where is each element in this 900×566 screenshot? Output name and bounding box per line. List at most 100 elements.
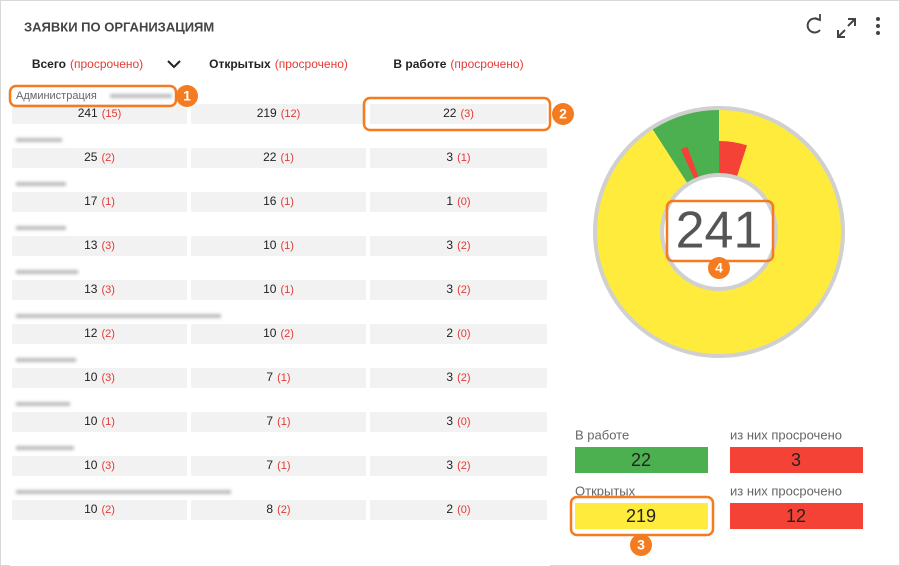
cell: 3 (2) bbox=[446, 458, 470, 472]
column-name: В работе bbox=[393, 57, 446, 71]
column-header: Открытых (просрочено) bbox=[209, 57, 348, 71]
menu-icon[interactable] bbox=[876, 17, 880, 35]
cell-overdue: (1) bbox=[280, 240, 293, 252]
cell-value: 3 bbox=[446, 150, 453, 164]
cell-overdue: (3) bbox=[101, 460, 114, 472]
callout-number: 3 bbox=[637, 537, 645, 553]
cell-value: 2 bbox=[446, 502, 453, 516]
work-sector bbox=[652, 110, 719, 185]
cell-background bbox=[191, 412, 366, 432]
cell-value: 219 bbox=[257, 106, 277, 120]
cell-value: 25 bbox=[84, 150, 98, 164]
cell-overdue: (2) bbox=[277, 504, 290, 516]
cell-background bbox=[370, 324, 547, 344]
cell: 3 (0) bbox=[446, 414, 470, 428]
cell-value: 3 bbox=[446, 458, 453, 472]
table-fade bbox=[10, 540, 550, 566]
cell-background bbox=[191, 148, 366, 168]
cell-background bbox=[370, 104, 547, 124]
blurred-label bbox=[16, 358, 76, 362]
cell: 10 (1) bbox=[263, 238, 294, 252]
stat-box bbox=[575, 447, 708, 473]
cell-overdue: (12) bbox=[281, 108, 301, 120]
cell-background bbox=[191, 104, 366, 124]
callout-badge bbox=[176, 85, 198, 107]
cell-value: 10 bbox=[263, 282, 277, 296]
cell-value: 22 bbox=[263, 150, 277, 164]
column-note: (просрочено) bbox=[70, 57, 143, 71]
blurred-label bbox=[16, 182, 66, 186]
cell-background bbox=[12, 280, 187, 300]
column-note: (просрочено) bbox=[275, 57, 348, 71]
callout-number: 1 bbox=[183, 88, 191, 104]
callout-frame bbox=[362, 96, 552, 132]
cell-overdue: (1) bbox=[101, 416, 114, 428]
cell-overdue: (2) bbox=[457, 372, 470, 384]
stat-label: из них просрочено bbox=[730, 483, 842, 498]
callouts: 1 2 3 4 bbox=[8, 84, 775, 556]
cell-value: 10 bbox=[84, 414, 98, 428]
cell-overdue: (1) bbox=[280, 284, 293, 296]
cell-value: 7 bbox=[266, 414, 273, 428]
cell-background bbox=[370, 280, 547, 300]
cell-background bbox=[370, 368, 547, 388]
cell-background bbox=[370, 500, 547, 520]
cell-overdue: (1) bbox=[280, 196, 293, 208]
cell-background bbox=[191, 368, 366, 388]
cell-overdue: (2) bbox=[101, 328, 114, 340]
work-overdue-sector bbox=[680, 146, 700, 181]
cell: 7 (1) bbox=[266, 458, 290, 472]
column-name: Всего bbox=[32, 57, 66, 71]
cell-overdue: (2) bbox=[457, 240, 470, 252]
cell: 7 (1) bbox=[266, 414, 290, 428]
callout-badge bbox=[630, 534, 652, 556]
expand-icon[interactable] bbox=[837, 18, 856, 38]
cell: 241 (15) bbox=[78, 106, 122, 120]
cell-value: 10 bbox=[84, 458, 98, 472]
cell-overdue: (0) bbox=[457, 328, 470, 340]
refresh-icon[interactable] bbox=[806, 14, 821, 34]
stat-label: из них просрочено bbox=[730, 427, 842, 442]
cell: 3 (2) bbox=[446, 282, 470, 296]
cell-value: 3 bbox=[446, 238, 453, 252]
open-overdue-sector bbox=[719, 141, 748, 178]
cell: 25 (2) bbox=[84, 150, 115, 164]
callout-number: 2 bbox=[559, 106, 567, 122]
cell-value: 2 bbox=[446, 326, 453, 340]
cell-background bbox=[370, 148, 547, 168]
column-note: (просрочено) bbox=[450, 57, 523, 71]
stat-value: 22 bbox=[631, 450, 651, 470]
cell: 22 (3) bbox=[443, 106, 474, 120]
stat-box bbox=[575, 503, 708, 529]
stat-value: 3 bbox=[791, 450, 801, 470]
cell-overdue: (1) bbox=[277, 460, 290, 472]
cell-overdue: (1) bbox=[457, 152, 470, 164]
cell-overdue: (3) bbox=[101, 240, 114, 252]
cell-overdue: (1) bbox=[277, 416, 290, 428]
cell-value: 17 bbox=[84, 194, 98, 208]
cell-background bbox=[12, 104, 187, 124]
callout-badge bbox=[708, 257, 730, 279]
blurred-label bbox=[16, 402, 70, 406]
cell-background bbox=[191, 500, 366, 520]
cell: 13 (3) bbox=[84, 238, 115, 252]
cell-overdue: (2) bbox=[457, 284, 470, 296]
blurred-label bbox=[16, 490, 231, 494]
blurred-label bbox=[16, 446, 74, 450]
cell: 3 (1) bbox=[446, 150, 470, 164]
open-sector bbox=[597, 110, 841, 354]
cell-background bbox=[12, 456, 187, 476]
cell-value: 10 bbox=[263, 326, 277, 340]
callout-number: 4 bbox=[715, 260, 723, 276]
cell-overdue: (0) bbox=[457, 196, 470, 208]
blurred-label bbox=[110, 94, 172, 98]
cell-value: 13 bbox=[84, 282, 98, 296]
cell: 7 (1) bbox=[266, 370, 290, 384]
row-label: Администрация bbox=[16, 90, 97, 102]
cell: 10 (1) bbox=[84, 414, 115, 428]
cell-value: 10 bbox=[84, 370, 98, 384]
sort-chevron[interactable] bbox=[167, 60, 181, 69]
cell-value: 10 bbox=[84, 502, 98, 516]
